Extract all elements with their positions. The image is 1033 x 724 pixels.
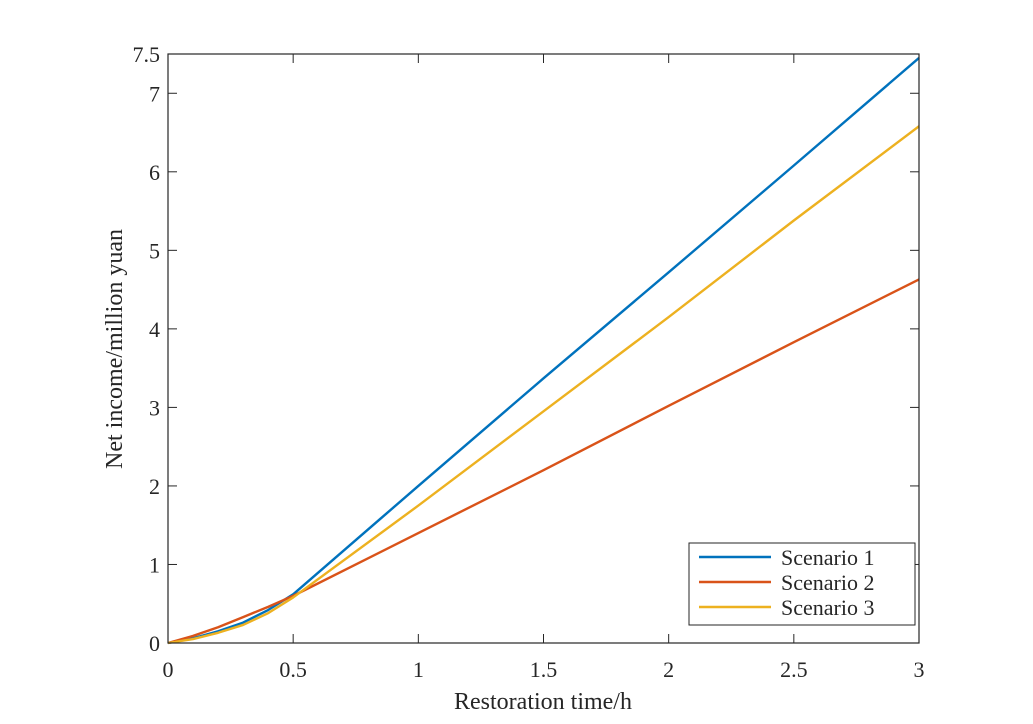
y-tick-label: 0 xyxy=(149,631,160,656)
y-tick-label: 3 xyxy=(149,395,160,420)
x-tick-label: 1 xyxy=(413,657,424,682)
y-tick-label: 2 xyxy=(149,474,160,499)
series-layer xyxy=(167,57,920,645)
series-line-3 xyxy=(167,125,920,645)
y-axis: 0 1 2 3 4 5 6 7 7.5 xyxy=(133,42,919,656)
y-axis-label: Net income/million yuan xyxy=(102,229,128,469)
y-tick-label: 5 xyxy=(149,238,160,263)
y-tick-label: 6 xyxy=(149,160,160,185)
y-tick-label: 1 xyxy=(149,552,160,577)
legend-label-3: Scenario 3 xyxy=(781,595,874,620)
x-tick-label: 2.5 xyxy=(780,657,808,682)
x-axis-label: Restoration time/h xyxy=(454,689,632,715)
x-tick-label: 3 xyxy=(914,657,925,682)
y-tick-label: 7 xyxy=(149,81,160,106)
series-line-2 xyxy=(167,278,920,645)
legend-label-1: Scenario 1 xyxy=(781,545,874,570)
x-tick-label: 1.5 xyxy=(530,657,558,682)
legend-label-2: Scenario 2 xyxy=(781,570,874,595)
x-tick-label: 0.5 xyxy=(279,657,307,682)
x-axis: 0 0.5 1 1.5 2 2.5 3 xyxy=(163,54,925,682)
y-tick-label: 4 xyxy=(149,317,160,342)
x-tick-label: 2 xyxy=(663,657,674,682)
series-line-1 xyxy=(167,57,920,645)
x-tick-label: 0 xyxy=(163,657,174,682)
y-tick-label: 7.5 xyxy=(133,42,161,67)
